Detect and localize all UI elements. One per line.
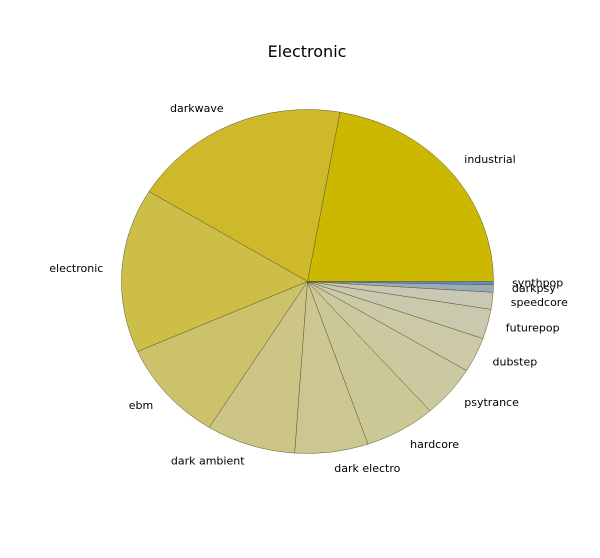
labels-layer: industrial darkwave electronic ebm dark ambi… <box>49 102 568 475</box>
pie-label-industrial: industrial <box>464 153 515 166</box>
pie-label-speedcore: speedcore <box>511 296 568 309</box>
pie-label-futurepop: futurepop <box>506 321 560 334</box>
pie-label-psytrance: psytrance <box>464 396 519 409</box>
pie-slice-synthpop <box>307 281 494 285</box>
pie-label-electronic: electronic <box>49 262 103 275</box>
pie-label-dubstep: dubstep <box>493 355 538 368</box>
pie-label-ebm: ebm <box>129 399 153 412</box>
pie-slice-industrial <box>307 111 494 282</box>
slices-layer <box>121 109 494 454</box>
pie-label-synthpop: synthpop <box>512 276 563 289</box>
pie-label-darkwave: darkwave <box>170 102 224 115</box>
pie-slice-darkwave <box>148 109 341 282</box>
pie-label-darkpsy: darkpsy <box>512 282 556 295</box>
pie-slice-electronic <box>121 191 309 352</box>
pie-label-dark-electro: dark electro <box>334 462 400 475</box>
pie-label-dark-ambient: dark ambient <box>171 455 245 468</box>
pie-slice-ebm <box>137 280 309 428</box>
chart-title: Electronic <box>267 42 347 61</box>
pie-label-hardcore: hardcore <box>410 438 459 451</box>
